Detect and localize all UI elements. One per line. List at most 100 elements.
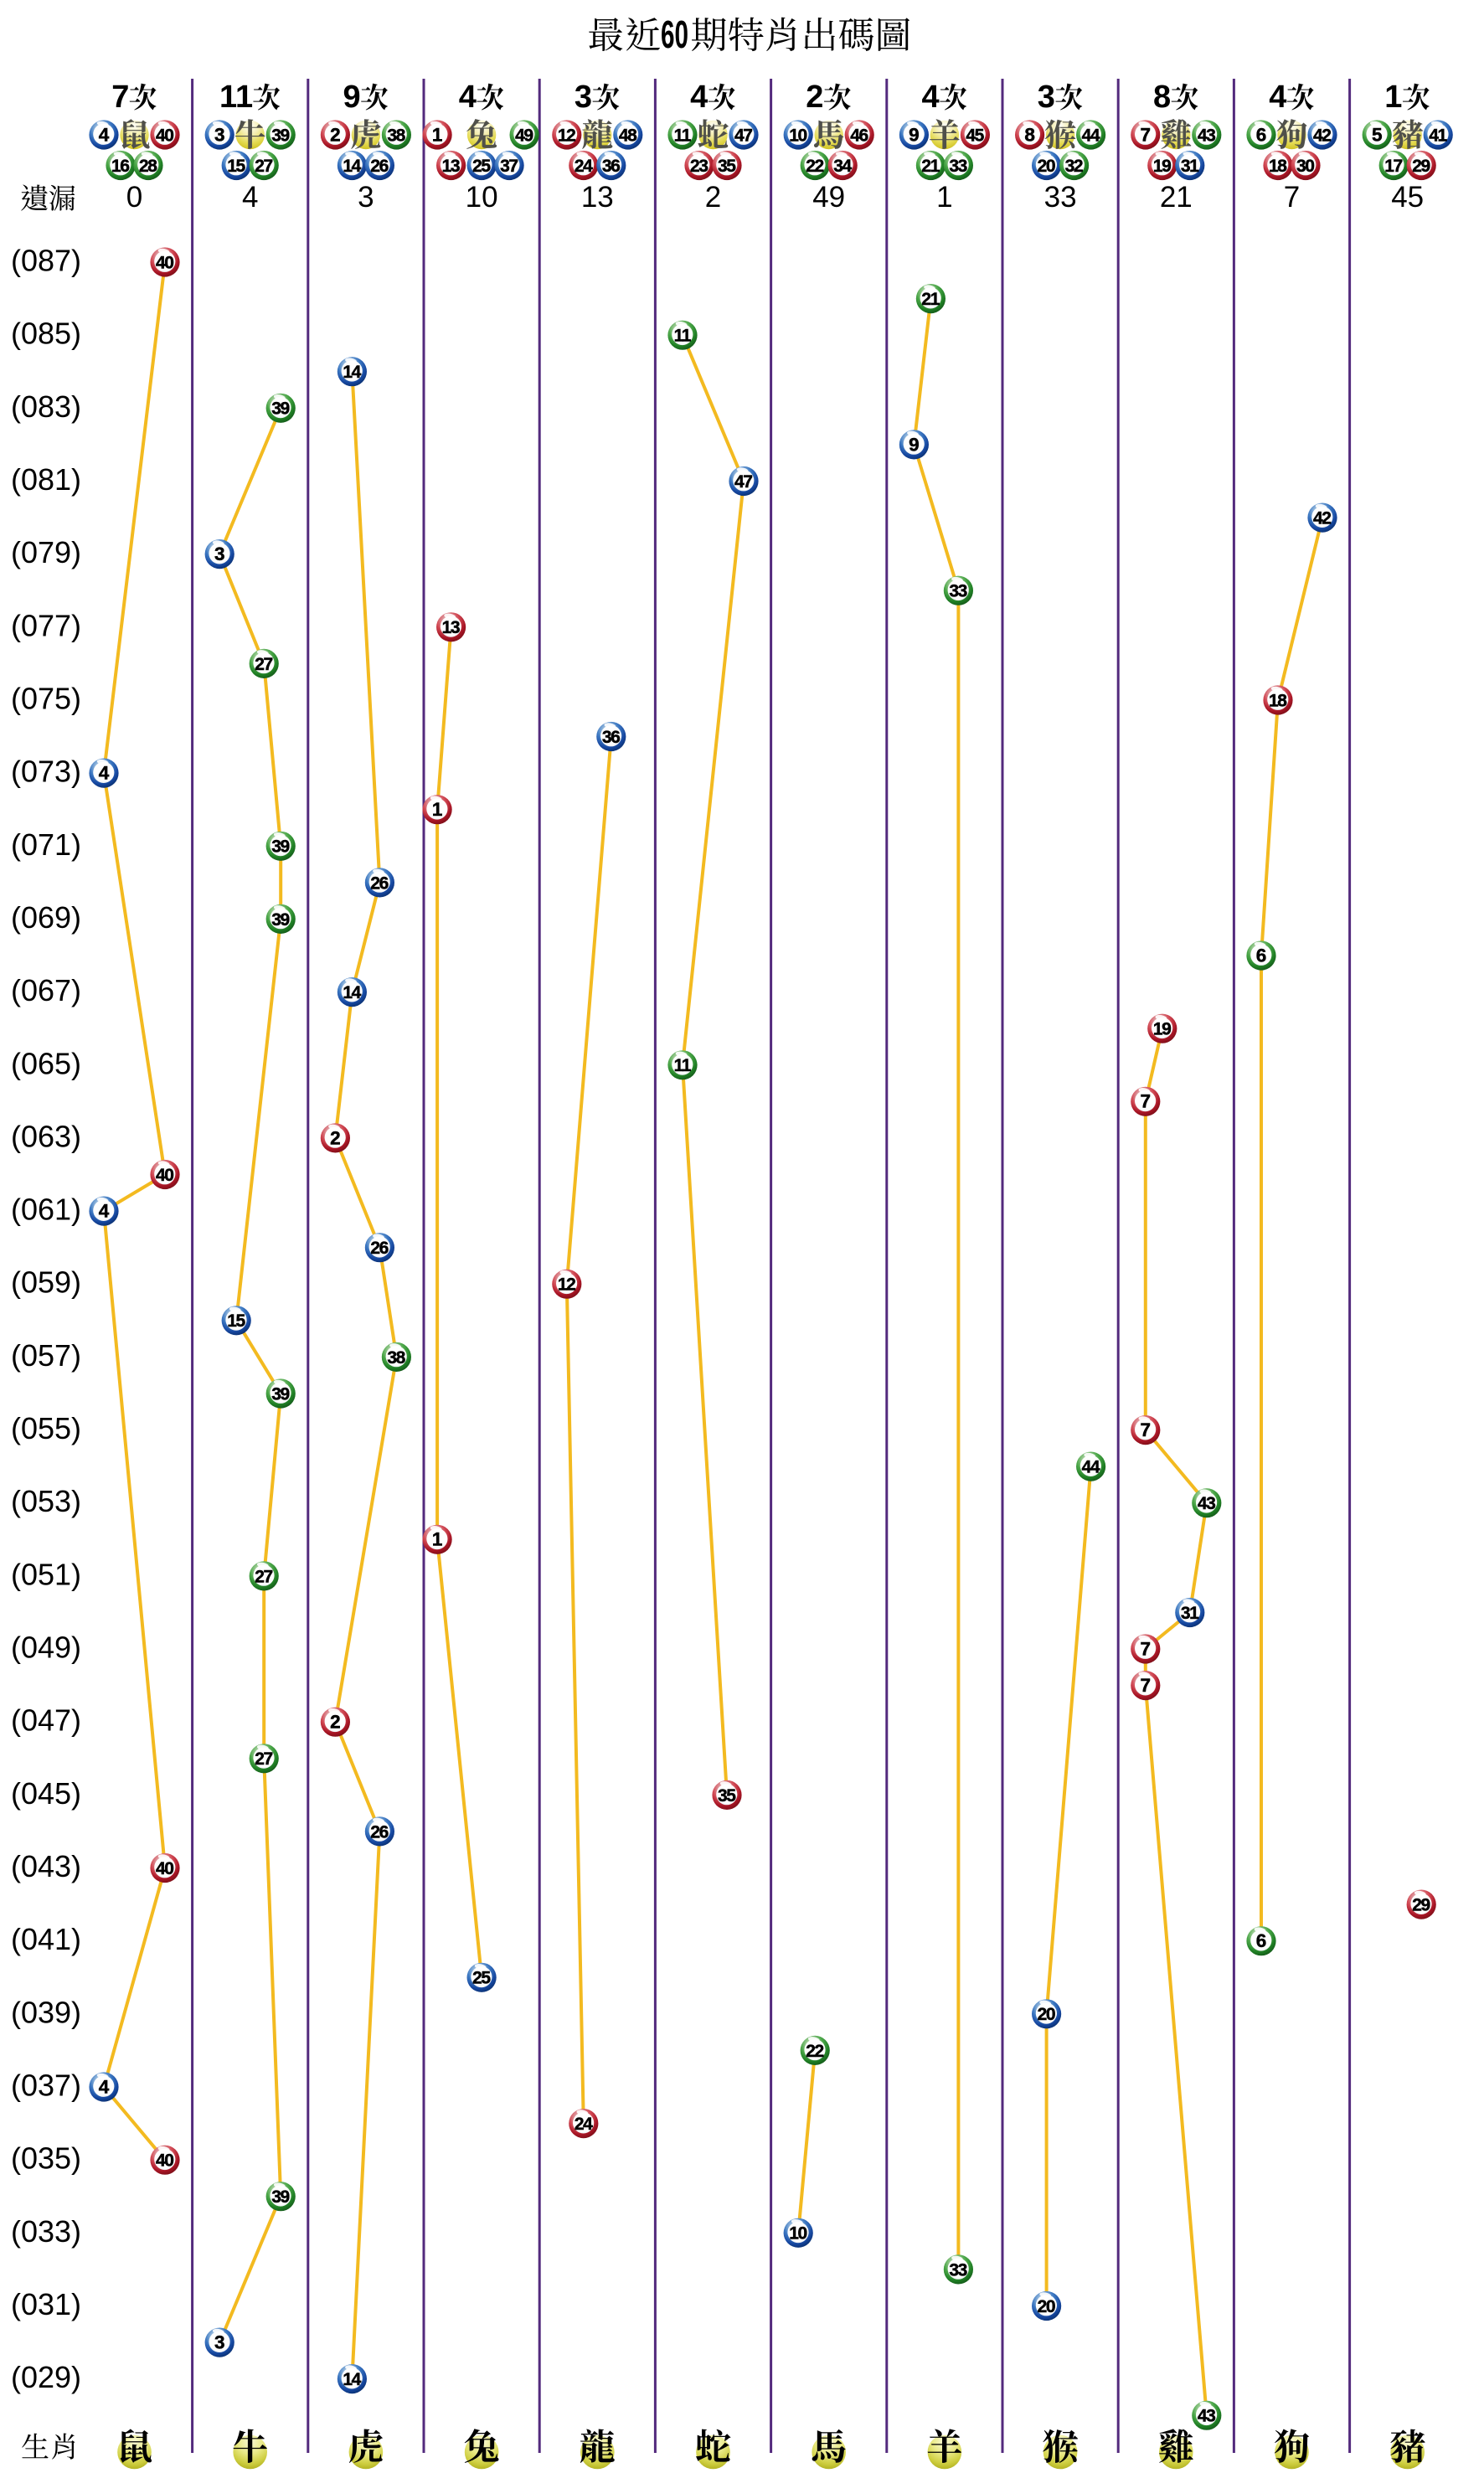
svg-text:25: 25 (472, 157, 491, 176)
svg-text:4: 4 (922, 80, 940, 115)
svg-text:3: 3 (214, 2332, 224, 2353)
svg-text:12: 12 (558, 1275, 575, 1295)
svg-text:4: 4 (99, 763, 110, 784)
svg-text:49: 49 (515, 126, 533, 145)
svg-text:19: 19 (1153, 1020, 1171, 1039)
svg-text:44: 44 (1082, 126, 1100, 145)
svg-text:11: 11 (219, 80, 253, 115)
svg-text:15: 15 (227, 1311, 245, 1331)
svg-text:31: 31 (1181, 157, 1199, 176)
svg-text:43: 43 (1198, 2407, 1215, 2426)
svg-text:40: 40 (156, 2151, 173, 2171)
svg-text:2: 2 (330, 1127, 340, 1148)
svg-text:7: 7 (1141, 1638, 1151, 1659)
svg-text:7: 7 (1284, 181, 1300, 214)
svg-text:19: 19 (1153, 157, 1171, 176)
svg-text:4: 4 (1269, 80, 1286, 115)
svg-text:(079): (079) (11, 535, 81, 569)
svg-text:40: 40 (156, 253, 173, 272)
svg-text:5: 5 (1372, 124, 1382, 145)
svg-text:(055): (055) (11, 1411, 81, 1445)
svg-text:4: 4 (99, 2076, 110, 2097)
svg-text:4: 4 (99, 124, 110, 145)
svg-text:30: 30 (1296, 157, 1314, 176)
svg-text:(059): (059) (11, 1265, 81, 1300)
svg-text:26: 26 (370, 1239, 388, 1258)
svg-text:26: 26 (370, 157, 388, 176)
svg-text:46: 46 (850, 126, 868, 145)
svg-text:25: 25 (472, 1969, 491, 1988)
svg-text:(049): (049) (11, 1631, 81, 1665)
svg-text:14: 14 (343, 363, 361, 382)
svg-text:0: 0 (126, 181, 142, 214)
svg-text:2: 2 (330, 124, 340, 145)
svg-text:(061): (061) (11, 1193, 81, 1227)
svg-text:(065): (065) (11, 1046, 81, 1080)
svg-text:3: 3 (358, 181, 374, 214)
svg-text:44: 44 (1082, 1458, 1100, 1477)
svg-text:60: 60 (661, 13, 688, 56)
svg-text:39: 39 (271, 126, 289, 145)
svg-text:9: 9 (909, 434, 919, 455)
svg-text:39: 39 (271, 837, 289, 857)
svg-text:(071): (071) (11, 827, 81, 862)
svg-text:32: 32 (1065, 157, 1083, 176)
svg-text:9: 9 (343, 80, 361, 115)
svg-text:(041): (041) (11, 1922, 81, 1956)
svg-text:3: 3 (575, 80, 592, 115)
svg-text:22: 22 (806, 157, 823, 176)
svg-text:34: 34 (833, 157, 852, 176)
svg-text:(031): (031) (11, 2287, 81, 2321)
svg-text:26: 26 (370, 1822, 388, 1842)
svg-text:38: 38 (387, 1348, 405, 1368)
svg-text:12: 12 (558, 126, 575, 145)
svg-text:14: 14 (343, 2370, 361, 2389)
svg-text:40: 40 (156, 1166, 173, 1185)
svg-text:6: 6 (1256, 1930, 1266, 1951)
svg-text:11: 11 (674, 1056, 692, 1075)
svg-text:(057): (057) (11, 1338, 81, 1373)
svg-text:40: 40 (156, 1859, 173, 1878)
svg-text:27: 27 (255, 1749, 272, 1769)
svg-text:27: 27 (255, 1567, 272, 1586)
svg-text:16: 16 (111, 157, 129, 176)
svg-text:39: 39 (271, 1384, 289, 1404)
svg-text:3: 3 (214, 124, 224, 145)
svg-text:24: 24 (575, 2115, 593, 2134)
svg-text:4: 4 (242, 181, 258, 214)
svg-text:39: 39 (271, 910, 289, 930)
svg-text:28: 28 (139, 157, 157, 176)
svg-text:(029): (029) (11, 2360, 81, 2394)
svg-text:42: 42 (1313, 126, 1331, 145)
svg-text:10: 10 (789, 2224, 806, 2244)
svg-text:(035): (035) (11, 2141, 81, 2176)
svg-text:1: 1 (432, 1529, 442, 1550)
svg-text:(075): (075) (11, 682, 81, 716)
svg-text:41: 41 (1429, 126, 1447, 145)
svg-text:6: 6 (1256, 124, 1266, 145)
svg-text:8: 8 (1024, 124, 1034, 145)
svg-text:24: 24 (575, 157, 593, 176)
svg-text:(073): (073) (11, 755, 81, 789)
svg-text:(081): (081) (11, 462, 81, 497)
svg-text:47: 47 (734, 472, 752, 492)
svg-text:21: 21 (1160, 181, 1193, 214)
svg-text:33: 33 (949, 2260, 966, 2280)
svg-text:14: 14 (343, 983, 361, 1002)
svg-text:1: 1 (432, 799, 442, 820)
svg-text:7: 7 (1141, 124, 1151, 145)
svg-text:(039): (039) (11, 1995, 81, 2029)
svg-text:3: 3 (1038, 80, 1055, 115)
svg-text:27: 27 (255, 655, 272, 674)
svg-text:3: 3 (214, 544, 224, 564)
svg-text:6: 6 (1256, 945, 1266, 966)
svg-text:4: 4 (99, 1201, 110, 1222)
svg-text:49: 49 (812, 181, 845, 214)
svg-text:11: 11 (674, 327, 692, 346)
svg-text:37: 37 (500, 157, 518, 176)
svg-text:26: 26 (370, 873, 388, 893)
svg-text:(063): (063) (11, 1119, 81, 1153)
svg-text:40: 40 (156, 126, 173, 145)
svg-text:29: 29 (1412, 157, 1430, 176)
svg-text:1: 1 (432, 124, 442, 145)
